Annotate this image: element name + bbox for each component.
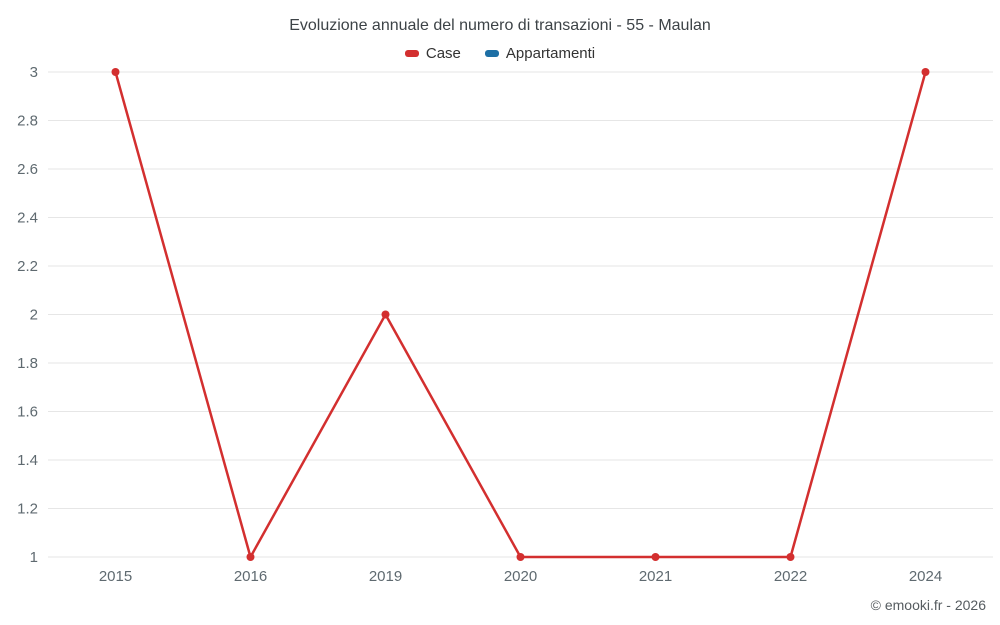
y-tick-label: 3 (30, 64, 38, 81)
y-tick-label: 1 (30, 549, 38, 566)
legend-swatch-icon (484, 50, 499, 57)
data-point-case-2019[interactable] (381, 310, 390, 319)
x-tick-label: 2015 (99, 568, 132, 585)
data-point-case-2015[interactable] (111, 68, 120, 76)
data-point-case-2021[interactable] (651, 553, 660, 561)
x-tick-label: 2019 (369, 568, 402, 585)
legend: Case Appartamenti (0, 45, 1000, 62)
legend-swatch-icon (404, 50, 419, 57)
y-tick-label: 1.4 (17, 452, 38, 469)
legend-item-case[interactable]: Case (404, 45, 461, 62)
copyright-text: © emooki.fr - 2026 (870, 597, 986, 613)
y-tick-label: 2.4 (17, 210, 38, 227)
y-tick-label: 1.2 (17, 501, 38, 518)
y-tick-label: 1.8 (17, 355, 38, 372)
legend-label: Case (425, 45, 461, 62)
y-tick-label: 2.6 (17, 161, 38, 178)
x-tick-label: 2020 (504, 568, 537, 585)
data-point-case-2020[interactable] (516, 553, 525, 561)
y-tick-label: 2.8 (17, 113, 38, 130)
y-tick-label: 1.6 (17, 404, 38, 421)
x-tick-label: 2022 (774, 568, 807, 585)
legend-label: Appartamenti (505, 45, 596, 62)
y-tick-label: 2.2 (17, 258, 38, 275)
data-point-case-2022[interactable] (786, 553, 795, 561)
data-point-case-2024[interactable] (921, 68, 930, 76)
x-tick-label: 2016 (234, 568, 267, 585)
chart-title: Evoluzione annuale del numero di transaz… (289, 17, 711, 34)
y-tick-label: 2 (30, 307, 38, 324)
data-point-case-2016[interactable] (246, 553, 255, 561)
x-tick-label: 2021 (639, 568, 672, 585)
x-tick-label: 2024 (909, 568, 942, 585)
legend-item-appartamenti[interactable]: Appartamenti (484, 45, 596, 62)
